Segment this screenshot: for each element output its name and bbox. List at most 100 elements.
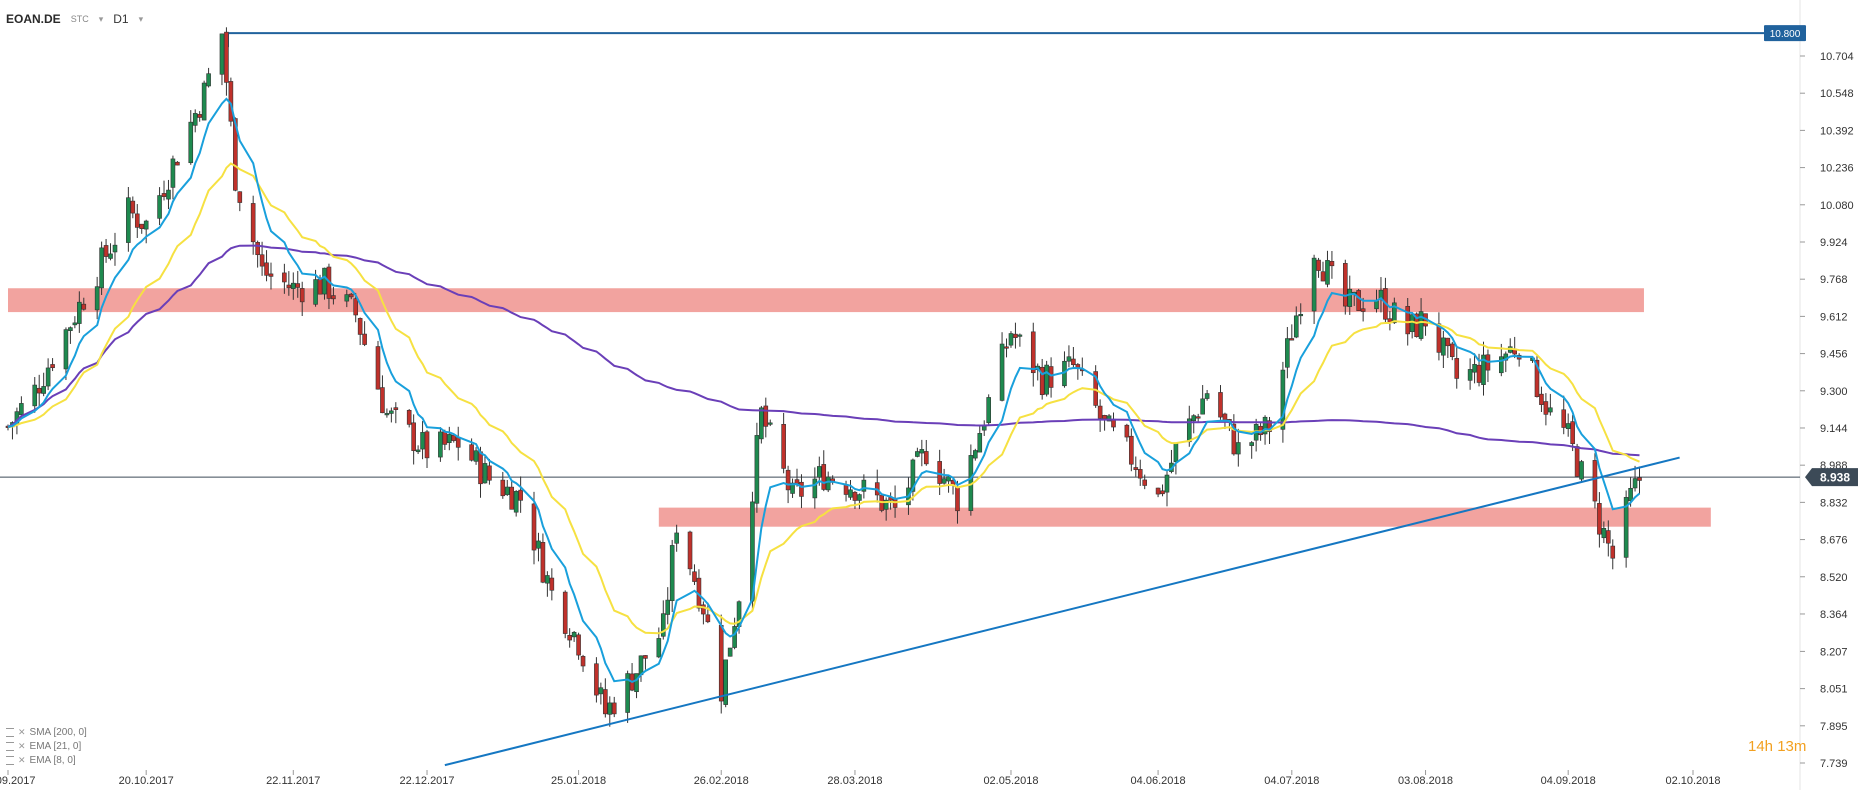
candle-bull[interactable] xyxy=(1035,363,1041,381)
candle-bull[interactable] xyxy=(973,448,978,461)
candle-bull[interactable] xyxy=(99,241,104,296)
settings-icon[interactable] xyxy=(6,742,14,751)
candle-bull[interactable] xyxy=(170,155,176,200)
candle-bull[interactable] xyxy=(1164,471,1170,507)
candle-bear[interactable] xyxy=(487,458,492,485)
candle-bear[interactable] xyxy=(406,409,412,428)
candle-bull[interactable] xyxy=(1623,490,1629,568)
candle-bear[interactable] xyxy=(509,480,515,510)
candle-bear[interactable] xyxy=(611,696,617,718)
candle-bull[interactable] xyxy=(447,426,452,451)
candle-bear[interactable] xyxy=(375,340,381,390)
candle-bull[interactable] xyxy=(977,424,983,453)
candle-bull[interactable] xyxy=(41,372,46,397)
indicator-ema8[interactable]: ✕ EMA [8, 0] xyxy=(6,755,76,766)
candle-bear[interactable] xyxy=(36,374,42,407)
candle-bear[interactable] xyxy=(1610,539,1616,570)
candle-bear[interactable] xyxy=(1485,349,1491,383)
candle-bear[interactable] xyxy=(1454,345,1460,389)
candle-bull[interactable] xyxy=(790,478,795,498)
candle-bull[interactable] xyxy=(625,670,630,723)
candle-bull[interactable] xyxy=(919,439,925,467)
candle-bear[interactable] xyxy=(821,450,827,492)
candle-bear[interactable] xyxy=(562,590,568,639)
candle-bear[interactable] xyxy=(357,317,363,346)
candle-bear[interactable] xyxy=(1561,395,1567,435)
candle-bear[interactable] xyxy=(1142,474,1148,490)
candle-bull[interactable] xyxy=(915,447,920,458)
candle-bull[interactable] xyxy=(420,421,425,460)
candle-bull[interactable] xyxy=(660,600,666,640)
candle-bull[interactable] xyxy=(290,272,296,300)
candle-bull[interactable] xyxy=(384,408,390,418)
support-resistance-zone[interactable] xyxy=(8,288,1644,313)
candle-bear[interactable] xyxy=(1030,322,1036,387)
candle-bear[interactable] xyxy=(81,297,87,311)
candle-bear[interactable] xyxy=(1320,261,1326,282)
candle-bear[interactable] xyxy=(1445,337,1451,358)
sma200-line[interactable] xyxy=(7,244,1640,457)
candle-bear[interactable] xyxy=(701,601,706,625)
indicator-ema21[interactable]: ✕ EMA [21, 0] xyxy=(6,741,81,752)
candle-bear[interactable] xyxy=(540,533,546,584)
ema21-line[interactable] xyxy=(7,162,1640,635)
candle-bull[interactable] xyxy=(946,474,951,493)
candle-bull[interactable] xyxy=(754,422,760,513)
candle-bear[interactable] xyxy=(331,286,336,305)
candle-bull[interactable] xyxy=(415,445,421,455)
indicator-sma200[interactable]: ✕ SMA [200, 0] xyxy=(6,727,87,738)
candle-bear[interactable] xyxy=(923,439,929,466)
candle-bear[interactable] xyxy=(1133,456,1139,477)
trendline[interactable] xyxy=(444,456,1680,767)
candle-bull[interactable] xyxy=(68,326,73,344)
candle-bull[interactable] xyxy=(638,655,644,682)
candle-bull[interactable] xyxy=(1632,465,1638,492)
candle-bull[interactable] xyxy=(1008,331,1014,348)
candle-bear[interactable] xyxy=(1048,357,1054,398)
candle-bull[interactable] xyxy=(72,316,78,329)
candle-bear[interactable] xyxy=(1093,365,1098,408)
candle-bull[interactable] xyxy=(1325,250,1330,288)
ema8-line[interactable] xyxy=(7,97,1641,684)
candle-bear[interactable] xyxy=(1343,259,1348,315)
candle-bear[interactable] xyxy=(1516,353,1522,367)
candle-bull[interactable] xyxy=(126,187,131,252)
candle-bear[interactable] xyxy=(139,223,145,234)
close-icon[interactable]: ✕ xyxy=(18,755,26,765)
candle-bear[interactable] xyxy=(1329,250,1335,279)
timeframe-label[interactable]: D1 xyxy=(113,12,129,26)
candle-bear[interactable] xyxy=(50,358,55,372)
candle-bear[interactable] xyxy=(455,426,461,461)
candle-bear[interactable] xyxy=(1574,443,1580,478)
candle-bear[interactable] xyxy=(1097,399,1103,432)
candle-bull[interactable] xyxy=(910,458,916,501)
candle-bear[interactable] xyxy=(1423,313,1428,336)
candle-bear[interactable] xyxy=(687,530,693,576)
candle-bull[interactable] xyxy=(19,396,24,419)
candle-bear[interactable] xyxy=(518,476,523,513)
candle-bull[interactable] xyxy=(1311,254,1317,324)
candle-bull[interactable] xyxy=(513,490,519,517)
symbol-label[interactable]: EOAN.DE xyxy=(6,12,61,26)
candle-bear[interactable] xyxy=(130,196,136,219)
candle-bull[interactable] xyxy=(192,109,198,133)
candle-bear[interactable] xyxy=(1013,322,1018,349)
candle-bear[interactable] xyxy=(1414,312,1419,338)
candle-bull[interactable] xyxy=(981,420,987,436)
candle-bull[interactable] xyxy=(1481,341,1486,396)
candle-bull[interactable] xyxy=(1565,413,1571,437)
candle-bear[interactable] xyxy=(103,238,109,263)
candle-bear[interactable] xyxy=(1231,414,1237,456)
candle-bull[interactable] xyxy=(1601,521,1607,544)
candle-bull[interactable] xyxy=(1409,313,1415,339)
candle-bull[interactable] xyxy=(1293,306,1299,339)
candle-bull[interactable] xyxy=(1392,297,1397,324)
candle-bull[interactable] xyxy=(1579,459,1584,483)
candle-bear[interactable] xyxy=(696,569,702,612)
candle-bull[interactable] xyxy=(77,291,82,333)
candle-bear[interactable] xyxy=(567,628,572,648)
candle-bear[interactable] xyxy=(500,471,506,499)
candle-bull[interactable] xyxy=(1044,360,1049,397)
candle-bull[interactable] xyxy=(108,243,113,261)
